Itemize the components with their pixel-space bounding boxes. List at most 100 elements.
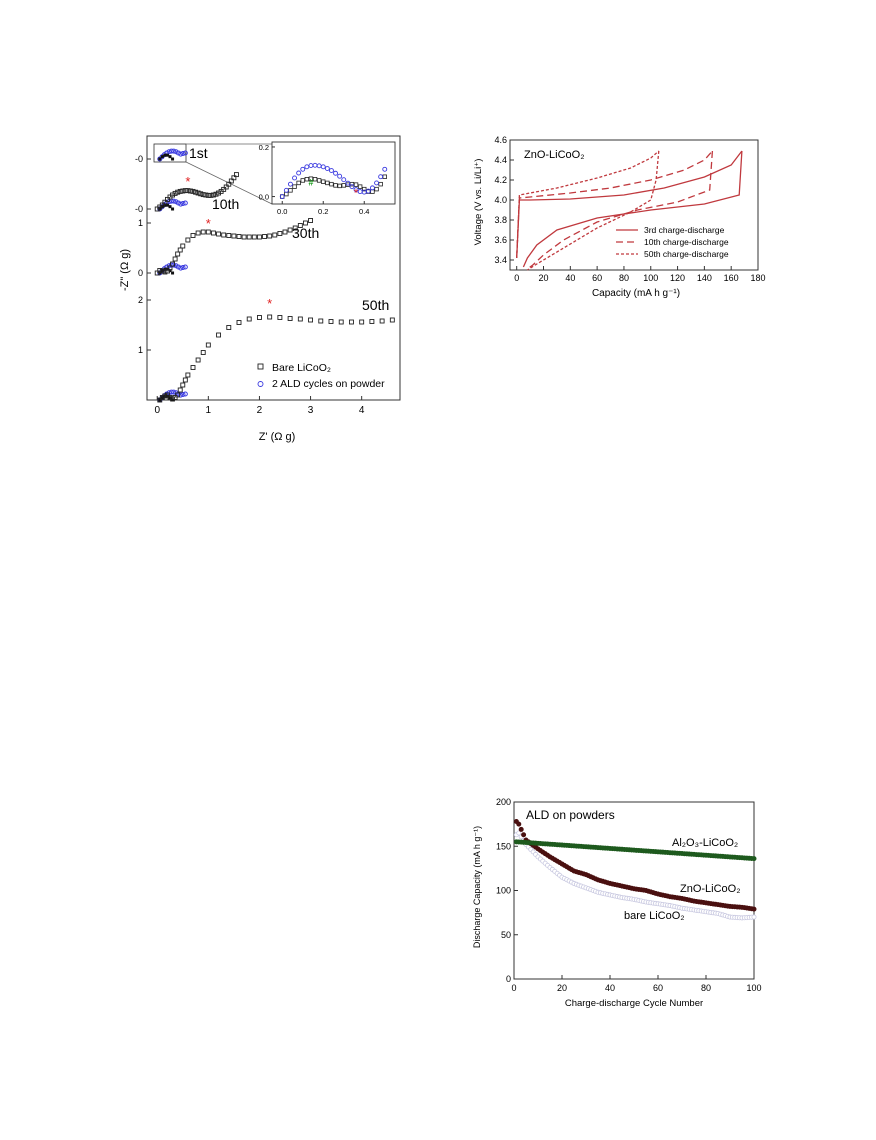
bare-point — [180, 188, 186, 194]
voltage-chart: 0 20 40 60 80 100 120 140 160 180 3.4 3.6 3.8 4.0 4.2 4… — [473, 135, 766, 299]
inset-bare-point — [329, 181, 334, 187]
voltage-xtick-label: 60 — [592, 273, 602, 283]
inset-bare-point — [378, 181, 383, 187]
inset-ald-point — [296, 170, 302, 176]
voltage-charge-curve — [516, 150, 713, 259]
voltage-ytick-label: 4.4 — [494, 155, 507, 165]
nyquist-panel-label: 1st — [189, 145, 208, 161]
bare-point — [187, 188, 193, 194]
bare-point — [200, 192, 206, 198]
bare-point — [205, 229, 211, 235]
bare-point — [172, 256, 178, 262]
zoom-box — [153, 143, 187, 163]
bare-point — [190, 233, 196, 238]
impedance-star: * — [185, 174, 190, 189]
cycling-chart: 0 20 40 60 80 100 0 50 100 150 200 Al₂O₃-LiCoO₂ ZnO-… — [472, 797, 762, 1009]
ald-point — [178, 201, 184, 207]
inset-bare-point — [333, 183, 338, 188]
nyquist-panel: 0 1 2 3 4 -0 1st -0 10th 0 1 30th 1 2 50th 0.0 0.2 0.4 0.0… — [112, 130, 412, 455]
ald-point — [182, 200, 188, 206]
bare-point — [308, 218, 314, 223]
bare-point — [162, 269, 168, 275]
bare-point — [157, 268, 163, 273]
bare-point — [226, 233, 232, 238]
bare-point — [190, 188, 196, 194]
bare-point — [164, 268, 170, 274]
legend-bare-marker — [257, 363, 264, 370]
bare-point — [171, 271, 175, 275]
inset-bare-point — [308, 176, 314, 181]
inset-ald-point — [353, 187, 359, 193]
bare-point — [167, 265, 173, 271]
bare-point — [168, 396, 172, 400]
bare-point — [160, 155, 164, 159]
inset-xtick-label: 0.4 — [359, 207, 369, 216]
bare-point — [203, 192, 209, 198]
capacity-point — [751, 906, 757, 912]
bare-point — [154, 270, 160, 276]
cycling-xtick-label: 100 — [746, 983, 761, 993]
voltage-ytick-label: 3.6 — [494, 235, 507, 245]
bare-point — [277, 315, 283, 320]
ald-point — [178, 392, 184, 398]
bare-point — [165, 153, 169, 157]
inset-xtick-label: 0.2 — [318, 207, 328, 216]
bare-point — [172, 395, 178, 400]
inset-ald-point — [283, 187, 289, 193]
bare-point — [167, 395, 173, 400]
capacity-point — [518, 826, 524, 832]
bare-point — [210, 230, 216, 236]
inset-bare-point — [325, 180, 330, 186]
voltage-ytick-label: 4.2 — [494, 175, 507, 185]
inset-bare-point — [292, 184, 297, 189]
inset-ald-point — [324, 166, 330, 171]
inset-bare-point — [296, 180, 301, 186]
ald-point — [182, 391, 188, 397]
inset-bare-point — [357, 184, 363, 189]
label-zno: ZnO-LiCoO₂ — [680, 883, 741, 895]
bare-point — [231, 233, 237, 239]
bare-point — [200, 350, 206, 355]
bare-point — [193, 189, 199, 195]
bare-point — [158, 398, 162, 402]
bare-point — [267, 314, 273, 320]
ald-point — [178, 151, 184, 157]
bare-point — [170, 261, 176, 267]
bare-point — [205, 342, 211, 348]
ald-point — [168, 389, 174, 395]
voltage-xtick-label: 0 — [514, 273, 519, 283]
bare-point — [338, 319, 344, 325]
inset-ald-point — [287, 181, 293, 187]
inset-hash: # — [308, 177, 313, 187]
bare-point — [171, 207, 175, 211]
bare-point — [369, 319, 375, 324]
bare-point — [170, 396, 176, 402]
capacity-point — [521, 832, 527, 838]
bare-point — [200, 229, 206, 235]
inset-bare-point — [374, 186, 379, 192]
voltage-discharge-curve — [527, 150, 714, 270]
inset-ald-point — [370, 185, 375, 191]
bare-point — [216, 332, 222, 338]
bare-point — [159, 395, 165, 400]
inset-star: * — [354, 188, 359, 200]
bare-point — [159, 202, 165, 208]
inset-ald-point — [320, 164, 326, 170]
nyquist-panel-label: 50th — [362, 297, 389, 313]
bare-point — [282, 229, 288, 235]
bare-point — [287, 227, 293, 233]
bare-point — [251, 234, 257, 240]
bare-point — [175, 392, 181, 398]
bare-point — [158, 271, 162, 275]
voltage-discharge-curve — [527, 150, 660, 271]
bare-point — [159, 268, 165, 274]
ald-point — [180, 264, 186, 270]
bare-point — [185, 372, 191, 378]
voltage-xtick-label: 180 — [750, 273, 765, 283]
inset-bare-point — [349, 181, 355, 187]
voltage-legend-label: 10th charge-discharge — [644, 237, 729, 247]
nyquist-xtick-label: 4 — [359, 405, 365, 416]
bare-point — [236, 320, 242, 325]
voltage-ytick-label: 3.4 — [494, 255, 507, 265]
bare-point — [198, 191, 204, 197]
